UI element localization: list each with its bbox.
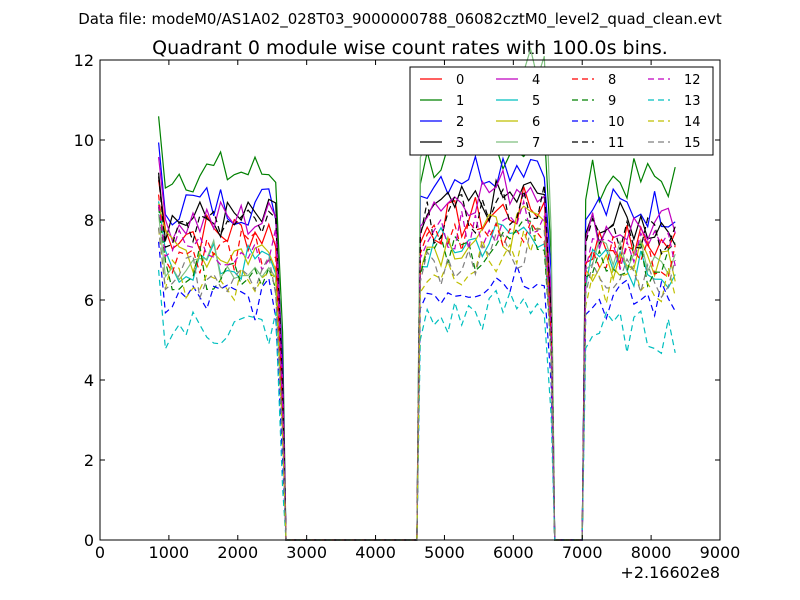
series-line-11 <box>158 176 676 541</box>
x-tick-label: 4000 <box>355 543 396 562</box>
x-tick-label: 3000 <box>286 543 327 562</box>
legend-label: 4 <box>532 73 540 88</box>
x-tick-label: 8000 <box>631 543 672 562</box>
legend-label: 1 <box>456 94 464 109</box>
legend-label: 5 <box>532 94 540 109</box>
legend-label: 12 <box>684 73 701 88</box>
series-line-13 <box>158 269 676 541</box>
legend-label: 11 <box>608 136 625 151</box>
y-tick-label: 10 <box>74 131 94 150</box>
x-tick-label: 7000 <box>562 543 603 562</box>
series-line-15 <box>158 227 676 541</box>
series-line-5 <box>158 201 676 541</box>
x-tick-label: 5000 <box>424 543 465 562</box>
series-line-8 <box>158 194 676 541</box>
y-tick-label: 0 <box>84 531 94 550</box>
series-line-12 <box>158 199 676 541</box>
series-line-14 <box>158 227 676 541</box>
legend-label: 13 <box>684 94 701 109</box>
series-line-2 <box>158 142 676 541</box>
x-tick-label: 6000 <box>493 543 534 562</box>
y-tick-label: 6 <box>84 291 94 310</box>
legend-label: 10 <box>608 115 625 130</box>
y-tick-label: 8 <box>84 211 94 230</box>
series-layer <box>158 46 676 541</box>
legend-label: 0 <box>456 73 464 88</box>
y-tick-label: 2 <box>84 451 94 470</box>
legend-label: 9 <box>608 94 616 109</box>
series-line-0 <box>158 180 676 541</box>
axis-ticks: 0 1000 2000 3000 4000 5000 6000 7000 8000 9000 0 2 4… <box>74 51 741 562</box>
legend-label: 2 <box>456 115 464 130</box>
legend-label: 3 <box>456 136 464 151</box>
x-tick-label: 2000 <box>217 543 258 562</box>
legend-label: 8 <box>608 73 616 88</box>
chart-title: Quadrant 0 module wise count rates with … <box>152 37 668 59</box>
x-tick-label: 1000 <box>149 543 190 562</box>
x-tick-label: 9000 <box>700 543 741 562</box>
legend-label: 14 <box>684 115 701 130</box>
legend-label: 15 <box>684 136 701 151</box>
legend-label: 6 <box>532 115 540 130</box>
y-tick-label: 4 <box>84 371 94 390</box>
legend-box <box>409 66 714 156</box>
legend-label: 7 <box>532 136 540 151</box>
data-file-caption: Data file: modeM0/AS1A02_028T03_90000007… <box>78 10 722 29</box>
y-tick-label: 12 <box>74 51 94 70</box>
x-tick-label: 0 <box>95 543 105 562</box>
series-line-10 <box>158 241 676 541</box>
series-line-4 <box>158 156 676 541</box>
x-offset-label: +2.16602e8 <box>620 563 720 582</box>
